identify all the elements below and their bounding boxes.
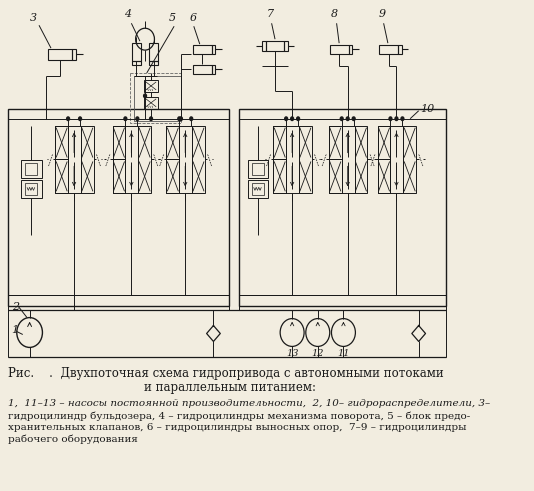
Bar xyxy=(286,126,299,193)
Bar xyxy=(379,45,398,54)
Bar xyxy=(342,126,355,193)
Bar xyxy=(329,160,342,193)
Bar xyxy=(138,126,151,193)
Bar xyxy=(132,61,141,65)
Circle shape xyxy=(177,116,182,121)
Text: 1,  11–13 – насосы постоянной производительности,  2, 10– гидрораспределители, 3: 1, 11–13 – насосы постоянной производите… xyxy=(8,399,491,408)
Bar xyxy=(55,160,68,193)
Bar xyxy=(248,180,268,198)
Bar xyxy=(378,126,390,193)
Bar xyxy=(329,126,342,193)
Text: 4: 4 xyxy=(124,9,131,19)
Bar xyxy=(398,45,402,54)
Bar xyxy=(248,161,268,178)
Text: 5: 5 xyxy=(169,13,176,23)
Circle shape xyxy=(284,116,288,121)
Bar xyxy=(113,160,125,193)
Bar xyxy=(130,73,181,123)
Bar xyxy=(125,126,138,193)
Bar xyxy=(193,45,212,54)
Text: 10: 10 xyxy=(420,104,435,114)
Bar xyxy=(355,126,367,193)
Bar xyxy=(285,41,288,51)
Circle shape xyxy=(388,116,392,121)
Text: 7: 7 xyxy=(266,9,273,19)
Bar xyxy=(150,61,158,65)
Circle shape xyxy=(179,116,183,121)
Text: Рис.    .  Двухпоточная схема гидропривода с автономными потоками: Рис. . Двухпоточная схема гидропривода с… xyxy=(8,367,444,381)
Bar xyxy=(72,49,76,60)
Circle shape xyxy=(400,116,405,121)
Bar xyxy=(55,126,68,193)
Bar xyxy=(21,161,42,178)
Bar xyxy=(212,45,215,54)
Bar xyxy=(193,65,212,74)
Bar xyxy=(179,126,192,193)
Text: 8: 8 xyxy=(331,9,339,19)
Circle shape xyxy=(345,116,350,121)
Circle shape xyxy=(143,93,147,98)
Text: 6: 6 xyxy=(190,13,197,23)
Bar xyxy=(265,41,285,51)
Bar xyxy=(150,43,158,61)
Bar xyxy=(349,45,352,54)
Bar xyxy=(167,126,179,193)
Circle shape xyxy=(296,116,300,121)
Bar xyxy=(273,126,286,193)
Bar xyxy=(21,180,42,198)
Bar xyxy=(273,126,286,160)
Text: 13: 13 xyxy=(286,350,299,358)
Bar xyxy=(390,126,403,193)
Text: 3: 3 xyxy=(30,13,37,23)
Bar xyxy=(144,80,158,92)
Bar xyxy=(329,126,342,160)
Bar xyxy=(167,160,179,193)
Text: рабочего оборудования: рабочего оборудования xyxy=(8,435,138,444)
Bar xyxy=(262,41,265,51)
Text: 9: 9 xyxy=(379,9,386,19)
Circle shape xyxy=(66,116,70,121)
Bar xyxy=(167,126,179,160)
Text: 1: 1 xyxy=(12,325,19,334)
Bar xyxy=(25,183,37,195)
Bar xyxy=(48,49,72,60)
Bar xyxy=(330,45,349,54)
Bar xyxy=(252,183,264,195)
Circle shape xyxy=(351,116,356,121)
Bar xyxy=(25,164,37,175)
Bar xyxy=(81,126,94,193)
Bar xyxy=(144,97,158,109)
Bar xyxy=(68,126,81,193)
Circle shape xyxy=(78,116,82,121)
Bar xyxy=(113,126,125,193)
Bar xyxy=(299,126,312,193)
Circle shape xyxy=(394,116,398,121)
Text: и параллельным питанием:: и параллельным питанием: xyxy=(144,381,316,394)
Text: 2: 2 xyxy=(12,301,19,312)
Circle shape xyxy=(340,116,344,121)
Bar xyxy=(212,65,215,74)
Text: хранительных клапанов, 6 – гидроцилиндры выносных опор,  7–9 – гидроцилиндры: хранительных клапанов, 6 – гидроцилиндры… xyxy=(8,423,467,432)
Bar xyxy=(8,109,229,306)
Circle shape xyxy=(189,116,193,121)
Bar xyxy=(403,126,416,193)
Circle shape xyxy=(290,116,294,121)
Text: гидроцилиндр бульдозера, 4 – гидроцилиндры механизма поворота, 5 – блок предо-: гидроцилиндр бульдозера, 4 – гидроцилинд… xyxy=(8,411,470,421)
Circle shape xyxy=(149,116,153,121)
Bar xyxy=(252,164,264,175)
Circle shape xyxy=(135,116,139,121)
Bar xyxy=(239,109,446,306)
Text: 11: 11 xyxy=(337,350,350,358)
Bar xyxy=(113,126,125,160)
Bar xyxy=(55,126,68,160)
Bar xyxy=(273,160,286,193)
Circle shape xyxy=(123,116,128,121)
Bar xyxy=(378,126,390,160)
Bar xyxy=(132,43,141,61)
Bar xyxy=(378,160,390,193)
Bar xyxy=(192,126,205,193)
Text: 12: 12 xyxy=(311,350,324,358)
Bar xyxy=(134,76,181,121)
